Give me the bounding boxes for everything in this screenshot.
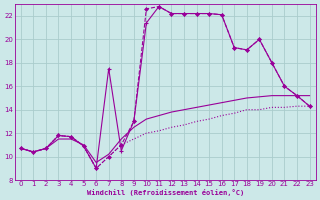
X-axis label: Windchill (Refroidissement éolien,°C): Windchill (Refroidissement éolien,°C) [87, 189, 244, 196]
